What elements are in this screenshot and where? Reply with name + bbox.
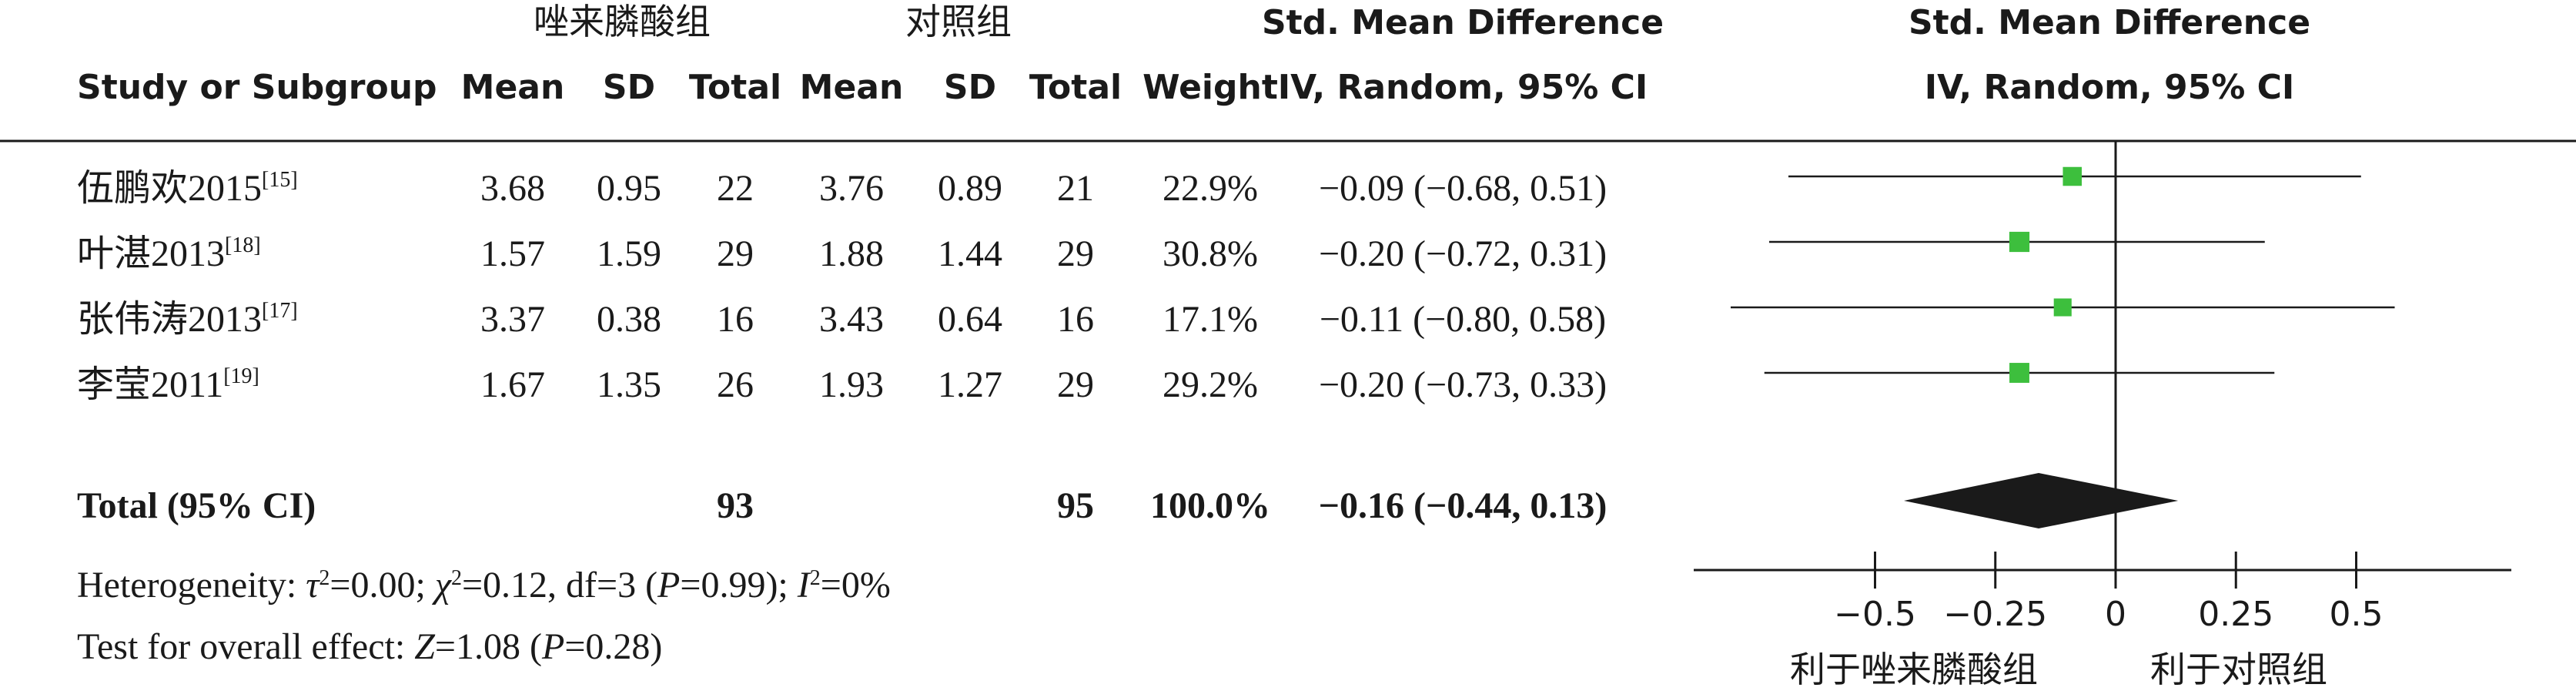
study-total-treatment: 29: [717, 233, 754, 274]
ci-lines-group: [1731, 175, 2395, 374]
smd-column-title: Std. Mean Difference: [1262, 3, 1664, 42]
study-sd-treatment: 1.35: [597, 364, 661, 405]
study-sd-control: 1.27: [938, 364, 1002, 405]
study-marker: [2062, 166, 2083, 186]
study-name: 伍鹏欢2015[15]: [77, 168, 298, 209]
study-total-control: 21: [1057, 168, 1094, 209]
study-mean-treatment: 3.68: [480, 168, 545, 209]
study-weight: 22.9%: [1163, 168, 1258, 209]
heterogeneity-text: Heterogeneity: τ2=0.00; χ2=0.12, df=3 (P…: [77, 565, 891, 605]
study-row: 叶湛2013[18] 1.57 1.59 29 1.88 1.44 29 30.…: [77, 233, 1607, 274]
pooled-estimate-diamond: [1904, 473, 2179, 528]
study-marker: [2053, 298, 2072, 317]
study-marker: [2009, 231, 2030, 253]
study-name: 张伟涛2013[17]: [77, 299, 298, 340]
study-sd-treatment: 1.59: [597, 233, 661, 274]
study-sd-control: 1.44: [938, 233, 1002, 274]
column-header-total-treatment: Total: [689, 68, 781, 107]
study-smd-ci: −0.20 (−0.73, 0.33): [1319, 364, 1607, 405]
study-mean-treatment: 1.57: [480, 233, 545, 274]
column-header-total-control: Total: [1029, 68, 1122, 107]
study-total-control: 29: [1057, 364, 1094, 405]
study-name: 叶湛2013[18]: [77, 233, 261, 274]
x-tick-label: −0.5: [1834, 595, 1916, 634]
treatment-group-title: 唑来膦酸组: [534, 1, 711, 42]
x-tick-label: 0.25: [2198, 595, 2273, 634]
total-smd-ci: −0.16 (−0.44, 0.13): [1319, 485, 1607, 526]
study-mean-control: 3.43: [819, 299, 884, 340]
study-mean-treatment: 1.67: [480, 364, 545, 405]
study-total-treatment: 26: [717, 364, 754, 405]
total-weight: 100.0%: [1150, 485, 1270, 526]
total-control: 95: [1057, 485, 1094, 526]
favours-control-label: 利于对照组: [2150, 649, 2327, 690]
study-mean-treatment: 3.37: [480, 299, 545, 340]
column-header-sd-treatment: SD: [603, 68, 655, 107]
plot-title: Std. Mean Difference: [1909, 3, 2310, 42]
study-row: 伍鹏欢2015[15] 3.68 0.95 22 3.76 0.89 21 22…: [77, 168, 1607, 209]
study-sd-treatment: 0.38: [597, 299, 661, 340]
forest-plot-area: −0.5 −0.25 0 0.25 0.5: [1694, 141, 2511, 634]
x-tick-label: −0.25: [1943, 595, 2047, 634]
x-tick-label: 0.5: [2330, 595, 2384, 634]
study-smd-ci: −0.20 (−0.72, 0.31): [1319, 233, 1607, 274]
study-total-treatment: 16: [717, 299, 754, 340]
column-header-study: Study or Subgroup: [77, 68, 437, 107]
study-marker: [2009, 363, 2029, 383]
study-row: 李莹2011[19] 1.67 1.35 26 1.93 1.27 29 29.…: [77, 364, 1607, 405]
smd-column-method: IV, Random, 95% CI: [1278, 68, 1648, 107]
study-total-control: 16: [1057, 299, 1094, 340]
favours-treatment-label: 利于唑来膦酸组: [1790, 649, 2038, 690]
study-weight: 17.1%: [1163, 299, 1258, 340]
column-header-mean-treatment: Mean: [461, 68, 565, 107]
overall-effect-text: Test for overall effect: Z=1.08 (P=0.28): [77, 626, 662, 667]
study-smd-ci: −0.11 (−0.80, 0.58): [1320, 299, 1606, 340]
total-treatment: 93: [717, 485, 754, 526]
study-total-treatment: 22: [717, 168, 754, 209]
study-mean-control: 3.76: [819, 168, 884, 209]
column-header-mean-control: Mean: [800, 68, 904, 107]
study-name: 李莹2011[19]: [77, 364, 259, 405]
study-sd-control: 0.64: [938, 299, 1002, 340]
study-mean-control: 1.93: [819, 364, 884, 405]
markers-group: [2009, 166, 2083, 383]
x-axis-ticks: −0.5 −0.25 0 0.25 0.5: [1834, 552, 2383, 634]
total-label: Total (95% CI): [77, 485, 316, 526]
study-total-control: 29: [1057, 233, 1094, 274]
study-sd-treatment: 0.95: [597, 168, 661, 209]
total-row: Total (95% CI) 93 95 100.0% −0.16 (−0.44…: [77, 485, 1607, 526]
study-weight: 30.8%: [1163, 233, 1258, 274]
column-header-weight: Weight: [1142, 68, 1278, 107]
plot-method: IV, Random, 95% CI: [1925, 68, 2295, 107]
study-weight: 29.2%: [1163, 364, 1258, 405]
study-sd-control: 0.89: [938, 168, 1002, 209]
study-mean-control: 1.88: [819, 233, 884, 274]
column-header-sd-control: SD: [944, 68, 996, 107]
x-tick-label: 0: [2105, 595, 2126, 634]
study-smd-ci: −0.09 (−0.68, 0.51): [1319, 168, 1607, 209]
study-row: 张伟涛2013[17] 3.37 0.38 16 3.43 0.64 16 17…: [77, 299, 1606, 340]
control-group-title: 对照组: [905, 1, 1012, 42]
